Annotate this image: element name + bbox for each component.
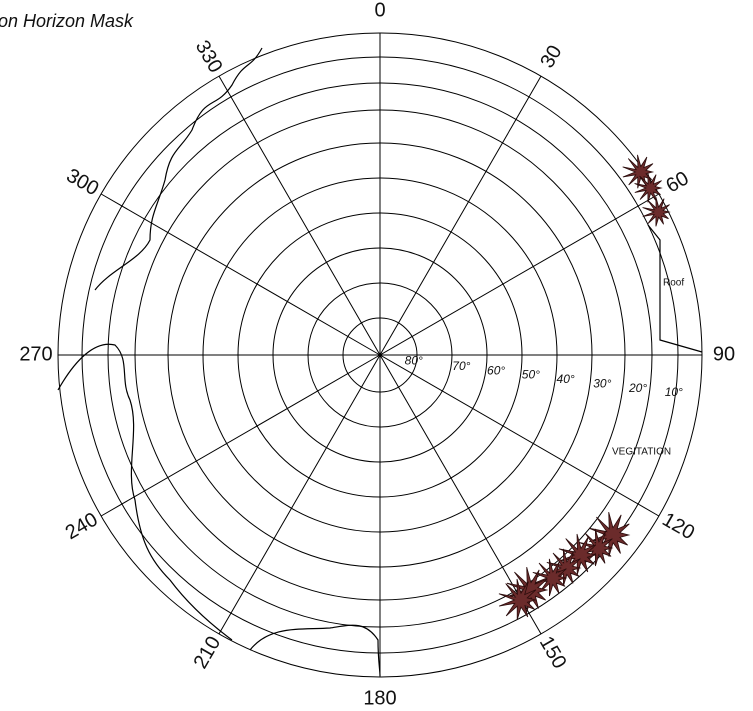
vegetation-shape <box>498 578 537 620</box>
azimuth-spoke <box>100 193 381 356</box>
roof-label: Roof <box>663 278 684 289</box>
azimuth-label: 330 <box>191 37 227 77</box>
azimuth-spoke <box>100 354 381 517</box>
azimuth-label: 60 <box>662 167 692 197</box>
elevation-label: 70° <box>452 359 470 373</box>
azimuth-label: 30 <box>536 42 566 72</box>
elevation-label: 30° <box>593 376 611 390</box>
elevation-label: 60° <box>487 363 505 377</box>
title: on Horizon Mask <box>0 11 134 31</box>
azimuth-spoke <box>218 354 381 635</box>
vegetation-shape <box>532 558 568 597</box>
azimuth-label: 240 <box>62 509 102 545</box>
elevation-label: 10° <box>665 385 683 399</box>
vegetation-shape <box>642 196 671 227</box>
vegetation-shape <box>588 511 631 557</box>
vegetation-shape <box>634 172 663 203</box>
azimuth-spoke <box>379 354 660 517</box>
azimuth-label: 180 <box>363 687 396 709</box>
azimuth-spoke <box>379 193 660 356</box>
azimuth-label: 270 <box>19 343 52 365</box>
azimuth-spoke <box>218 75 381 356</box>
horizon-line <box>249 624 381 677</box>
azimuth-spoke <box>379 354 542 635</box>
azimuth-label: 210 <box>190 633 226 673</box>
azimuth-spoke <box>379 75 542 356</box>
roof-line <box>647 224 703 353</box>
vegetation-label: VEGITATION <box>612 447 671 458</box>
elevation-label: 50° <box>522 368 540 382</box>
vegetation-shape <box>558 533 597 575</box>
elevation-label: 80° <box>405 353 423 367</box>
azimuth-label: 120 <box>658 509 698 545</box>
elevation-label: 20° <box>628 381 647 395</box>
vegetation-shape <box>546 548 582 587</box>
azimuth-label: 300 <box>62 165 102 201</box>
azimuth-label: 150 <box>535 633 571 673</box>
vegetation <box>498 154 671 620</box>
polar-grid: 0 30 60 90 120 150 180 210 240 270 300 330 80° 70° 60°… <box>19 0 735 709</box>
elevation-label: 40° <box>557 372 575 386</box>
azimuth-label: 0 <box>374 0 385 21</box>
horizon-line <box>57 343 233 641</box>
horizon-line <box>94 47 263 291</box>
azimuth-label: 90 <box>713 343 735 365</box>
